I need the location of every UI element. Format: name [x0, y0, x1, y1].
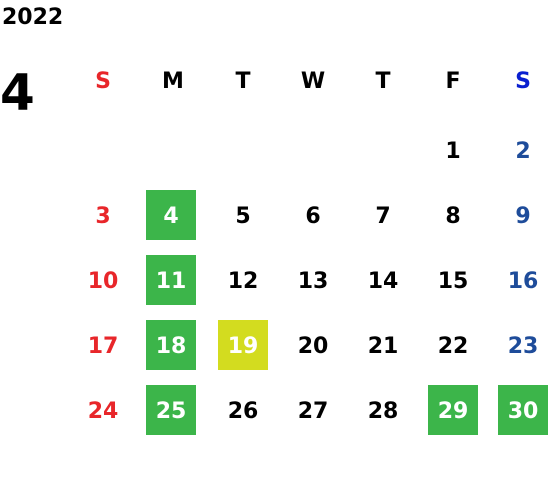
day-number: 3: [95, 204, 110, 229]
day-number: 12: [228, 269, 259, 294]
year: 2022: [2, 5, 63, 30]
weekday-label: W: [301, 69, 325, 94]
day-number: 23: [508, 334, 539, 359]
day-number: 7: [375, 204, 390, 229]
day-number: 28: [368, 399, 399, 424]
day-number: 6: [305, 204, 320, 229]
day-number: 19: [228, 334, 259, 359]
day-number: 24: [88, 399, 119, 424]
weekday-label: F: [445, 69, 460, 94]
day-number: 9: [515, 204, 530, 229]
weekday-label: T: [235, 69, 250, 94]
day-number: 1: [445, 139, 460, 164]
day-number: 26: [228, 399, 259, 424]
day-number: 29: [438, 399, 469, 424]
day-highlight: [218, 320, 268, 370]
day-number: 8: [445, 204, 460, 229]
day-number: 16: [508, 269, 539, 294]
day-highlight: [146, 320, 196, 370]
month: 4: [0, 64, 35, 122]
day-number: 4: [163, 204, 178, 229]
day-number: 22: [438, 334, 469, 359]
day-number: 13: [298, 269, 329, 294]
weekday-label: M: [162, 69, 184, 94]
weekday-label: T: [375, 69, 390, 94]
day-number: 5: [235, 204, 250, 229]
day-highlight: [146, 190, 196, 240]
day-highlight: [428, 385, 478, 435]
day-number: 17: [88, 334, 119, 359]
day-highlight: [146, 255, 196, 305]
day-number: 2: [515, 139, 530, 164]
day-number: 11: [156, 269, 187, 294]
day-number: 15: [438, 269, 469, 294]
day-number: 14: [368, 269, 399, 294]
day-number: 20: [298, 334, 329, 359]
day-number: 10: [88, 269, 119, 294]
day-highlight: [146, 385, 196, 435]
day-number: 30: [508, 399, 539, 424]
day-highlight: [498, 385, 548, 435]
day-number: 21: [368, 334, 399, 359]
weekday-label: S: [515, 69, 531, 94]
day-number: 25: [156, 399, 187, 424]
weekday-label: S: [95, 69, 111, 94]
day-number: 27: [298, 399, 329, 424]
day-number: 18: [156, 334, 187, 359]
